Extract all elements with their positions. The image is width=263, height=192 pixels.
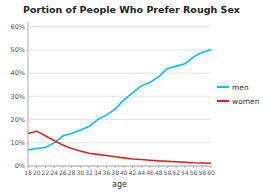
title: Portion of People Who Prefer Rough Sex [23, 4, 240, 15]
y-tick-label: 10% [11, 139, 25, 147]
x-tick-label: 34 [94, 169, 102, 176]
x-tick [62, 166, 63, 168]
x-axis-line [28, 166, 211, 167]
y-tick-label: 20% [11, 116, 25, 124]
x-tick-label: 36 [103, 169, 111, 176]
x-tick-label: 30 [76, 169, 84, 176]
y-tick-label: 50% [11, 46, 25, 54]
x-tick-label: 18 [24, 169, 32, 176]
x-tick [123, 166, 124, 168]
legend-label: men [232, 83, 249, 92]
x-tick [158, 166, 159, 168]
legend-swatch [217, 100, 229, 102]
grid-line [28, 49, 211, 50]
x-tick [184, 166, 185, 168]
x-tick [141, 166, 142, 168]
x-tick-label: 28 [68, 169, 76, 176]
grid-line [28, 26, 211, 27]
x-tick-label: 38 [111, 169, 119, 176]
line-series [28, 131, 211, 163]
x-tick-label: 58 [198, 169, 206, 176]
grid-line [28, 73, 211, 74]
x-tick [28, 166, 29, 168]
y-axis-line [28, 22, 29, 166]
x-tick [132, 166, 133, 168]
plot-area [28, 50, 211, 163]
x-tick [80, 166, 81, 168]
x-tick [97, 166, 98, 168]
y-tick-label: 60% [11, 23, 25, 31]
grid-line [28, 166, 211, 167]
line-series [28, 50, 211, 150]
x-tick-label: 54 [181, 169, 189, 176]
x-tick-label: 56 [190, 169, 198, 176]
x-axis-label: age [112, 180, 127, 189]
x-tick [193, 166, 194, 168]
x-tick [176, 166, 177, 168]
x-tick [150, 166, 151, 168]
x-tick-label: 48 [155, 169, 163, 176]
x-tick [71, 166, 72, 168]
grid-line [28, 119, 211, 120]
x-tick-label: 46 [146, 169, 154, 176]
x-tick-label: 50 [164, 169, 172, 176]
x-tick-label: 32 [85, 169, 93, 176]
x-tick [115, 166, 116, 168]
chart: Portion of People Who Prefer Rough Sex0%… [0, 0, 263, 192]
x-tick-label: 24 [50, 169, 58, 176]
x-tick [167, 166, 168, 168]
grid-line [28, 96, 211, 97]
x-tick [211, 166, 212, 168]
x-tick [36, 166, 37, 168]
x-tick [45, 166, 46, 168]
x-tick-label: 26 [59, 169, 67, 176]
x-tick-label: 44 [137, 169, 145, 176]
x-tick-label: 40 [120, 169, 128, 176]
x-tick [202, 166, 203, 168]
x-tick-label: 22 [42, 169, 50, 176]
legend-swatch [217, 86, 229, 88]
y-tick-label: 30% [11, 93, 25, 101]
x-tick-label: 52 [172, 169, 180, 176]
x-tick [89, 166, 90, 168]
x-tick [54, 166, 55, 168]
x-tick-label: 20 [33, 169, 41, 176]
x-tick [106, 166, 107, 168]
legend-label: women [232, 97, 260, 106]
y-tick-label: 40% [11, 69, 25, 77]
x-tick-label: 60 [207, 169, 215, 176]
x-tick-label: 42 [129, 169, 137, 176]
